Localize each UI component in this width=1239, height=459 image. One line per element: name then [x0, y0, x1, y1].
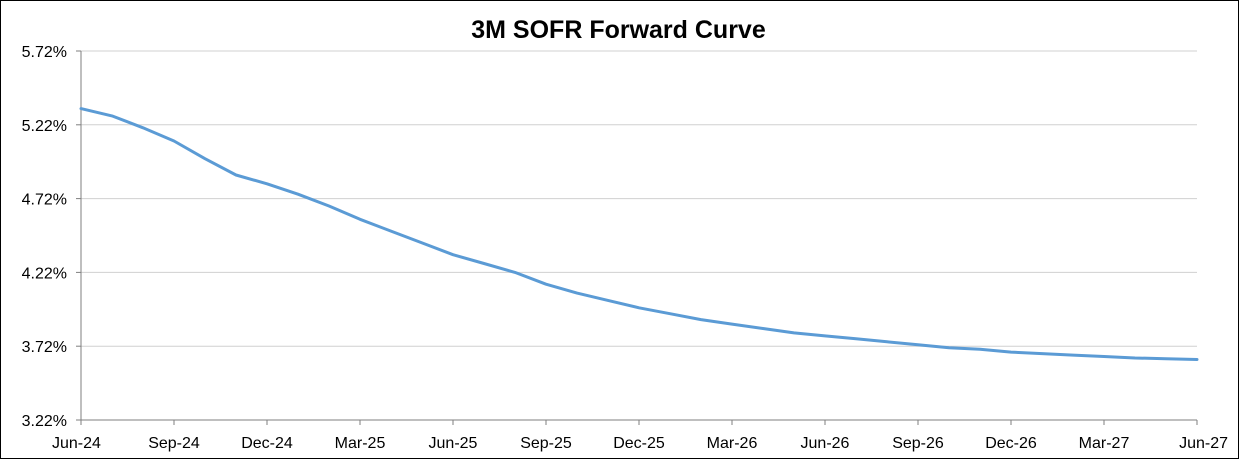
x-tick-label: Mar-27	[1079, 435, 1130, 452]
y-tick-label: 4.72%	[22, 192, 67, 209]
x-tick-label: Mar-26	[707, 435, 758, 452]
x-tick-label: Dec-26	[985, 435, 1037, 452]
x-tick-label: Jun-26	[801, 435, 850, 452]
x-tick-label: Jun-27	[1179, 435, 1228, 452]
x-tick-label: Mar-25	[335, 435, 386, 452]
x-tick-label: Dec-25	[613, 435, 665, 452]
series-group	[79, 107, 1199, 361]
y-tick-label: 5.22%	[22, 118, 67, 135]
y-tick-label: 3.22%	[22, 413, 67, 430]
x-tick-label: Sep-25	[520, 435, 572, 452]
gridlines	[81, 50, 1197, 347]
y-tick-label: 5.72%	[22, 44, 67, 61]
x-tick-label: Sep-26	[892, 435, 944, 452]
chart-title: 3M SOFR Forward Curve	[471, 16, 766, 44]
x-tick-label: Jun-25	[429, 435, 478, 452]
y-tick-label: 4.22%	[22, 265, 67, 282]
x-axis-ticks: Jun-24 Sep-24 Dec-24 Mar-25 Jun-25 Sep-25 Dec-…	[52, 420, 1228, 452]
x-tick-label: Dec-24	[241, 435, 293, 452]
x-tick-label: Jun-24	[52, 435, 101, 452]
x-tick-label: Sep-24	[148, 435, 200, 452]
series-line	[79, 107, 1199, 361]
y-axis-ticks: 3.22% 3.72% 4.22% 4.72% 5.22% 5.72%	[22, 44, 81, 430]
axes	[80, 51, 1197, 421]
y-tick-label: 3.72%	[22, 339, 67, 356]
